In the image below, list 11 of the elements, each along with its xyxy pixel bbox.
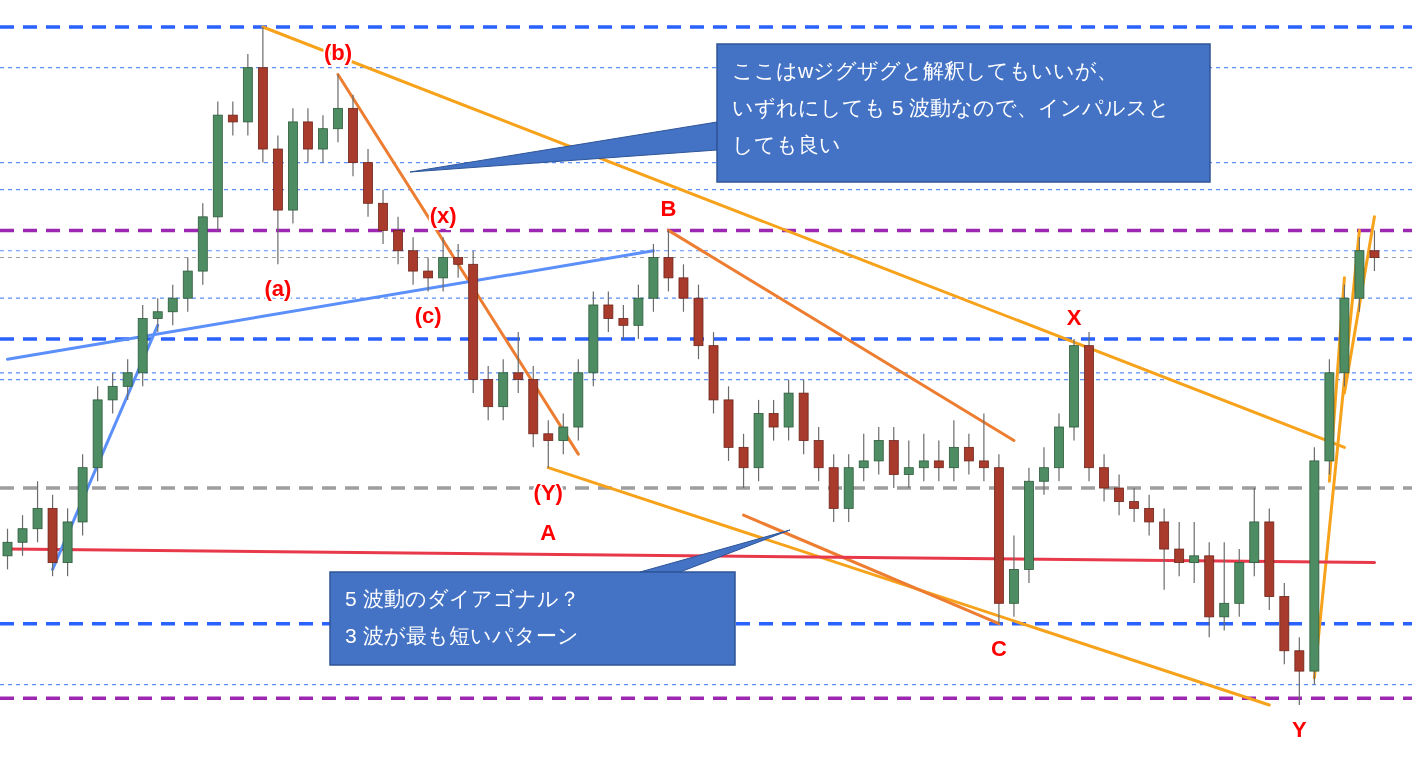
annotation: (Y) bbox=[533, 479, 563, 505]
annotation: (c) bbox=[414, 303, 442, 329]
annotation: X bbox=[1066, 304, 1082, 330]
annotation: 5 波動のダイアゴナル？3 波が最も短いパターン bbox=[345, 587, 580, 647]
annotation: (x) bbox=[429, 203, 457, 229]
annotation: ここはwジグザグと解釈してもいいが、いずれにしても 5 波動なので、インパルスとしても良い bbox=[732, 59, 1171, 156]
annotation: B bbox=[660, 196, 677, 222]
text: Y bbox=[1292, 717, 1307, 742]
annotation: (a) bbox=[264, 276, 292, 302]
annotation: C bbox=[990, 635, 1007, 661]
annotation: A bbox=[540, 519, 557, 545]
